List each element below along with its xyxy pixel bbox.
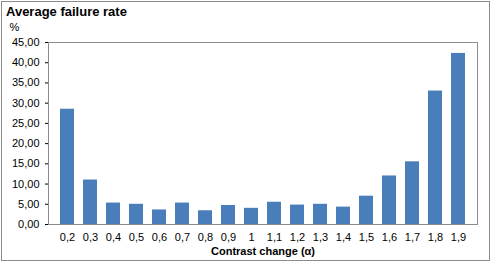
svg-text:30,00: 30,00 [12,97,40,109]
svg-text:0,8: 0,8 [198,231,213,243]
svg-text:10,00: 10,00 [12,178,40,190]
svg-text:1,2: 1,2 [290,231,305,243]
svg-text:15,00: 15,00 [12,157,40,169]
svg-text:0,00: 0,00 [18,218,39,230]
svg-text:25,00: 25,00 [12,117,40,129]
svg-text:1,3: 1,3 [313,231,328,243]
svg-text:Contrast change (α): Contrast change (α) [211,245,315,257]
svg-text:1,4: 1,4 [336,231,351,243]
svg-text:45,00: 45,00 [12,36,40,48]
svg-text:20,00: 20,00 [12,137,40,149]
svg-text:0,3: 0,3 [83,231,98,243]
svg-text:%: % [10,21,20,33]
svg-text:1,5: 1,5 [359,231,374,243]
svg-text:1,6: 1,6 [382,231,397,243]
svg-text:0,2: 0,2 [60,231,75,243]
svg-text:0,5: 0,5 [129,231,144,243]
svg-text:0,7: 0,7 [175,231,190,243]
svg-text:1: 1 [248,231,254,243]
svg-text:0,4: 0,4 [106,231,121,243]
svg-text:1,1: 1,1 [267,231,282,243]
svg-text:1,9: 1,9 [451,231,466,243]
svg-text:1,7: 1,7 [405,231,420,243]
svg-text:0,9: 0,9 [221,231,236,243]
svg-text:5,00: 5,00 [18,198,39,210]
svg-text:1,8: 1,8 [428,231,443,243]
svg-text:0,6: 0,6 [152,231,167,243]
svg-text:35,00: 35,00 [12,76,40,88]
svg-text:40,00: 40,00 [12,56,40,68]
html-text:Average failure rate: Average failure rate [6,4,127,19]
